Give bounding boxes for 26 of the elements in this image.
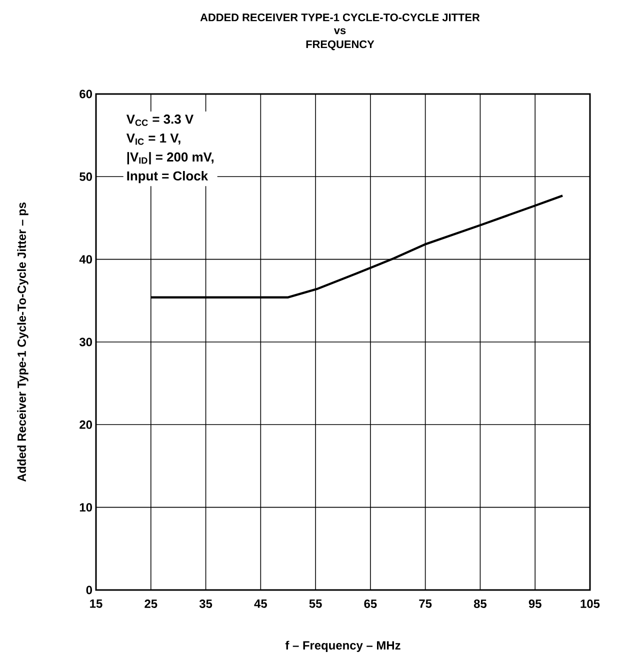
line-series bbox=[150, 194, 564, 298]
annotation: Input = Clock bbox=[127, 170, 208, 184]
x-axis-title: f – Frequency – MHz bbox=[285, 640, 400, 652]
annotation: V$_{CC}$ = 3.3 V bbox=[126, 114, 194, 126]
y-tick-label: 30 bbox=[79, 338, 92, 346]
y-axis-title: Added Receiver Type-1 Cycle-To-Cycle Jitter – ps bbox=[17, 202, 28, 482]
annotation: V$_{IC}$ = 1 V, bbox=[126, 134, 180, 145]
y-tick-label: 50 bbox=[80, 172, 92, 181]
x-tick-label: 85 bbox=[474, 600, 487, 608]
chart-subtitle: vs FREQUENCY bbox=[306, 28, 374, 50]
x-tick-label: 25 bbox=[144, 600, 158, 608]
x-tick-label: 45 bbox=[254, 600, 267, 608]
chart-title: ADDED RECEIVER TYPE-1 CYCLE-TO-CYCLE JITTER bbox=[200, 14, 480, 22]
x-tick-label: 75 bbox=[419, 600, 432, 608]
x-tick-label: 95 bbox=[528, 600, 542, 608]
y-tick-label: 60 bbox=[80, 90, 92, 98]
x-tick-label: 15 bbox=[90, 600, 102, 608]
x-tick-label: 65 bbox=[364, 600, 377, 608]
y-tick-label: 20 bbox=[80, 420, 92, 429]
x-tick-label: 55 bbox=[309, 600, 322, 608]
x-tick-label: 105 bbox=[580, 600, 600, 608]
x-tick-label: 35 bbox=[199, 600, 212, 608]
y-tick-label: 0 bbox=[86, 586, 92, 594]
y-tick-label: 40 bbox=[79, 255, 92, 264]
y-tick-label: 10 bbox=[80, 503, 92, 512]
annotation: |V$_{ID}$| = 200 mV, bbox=[127, 152, 214, 164]
